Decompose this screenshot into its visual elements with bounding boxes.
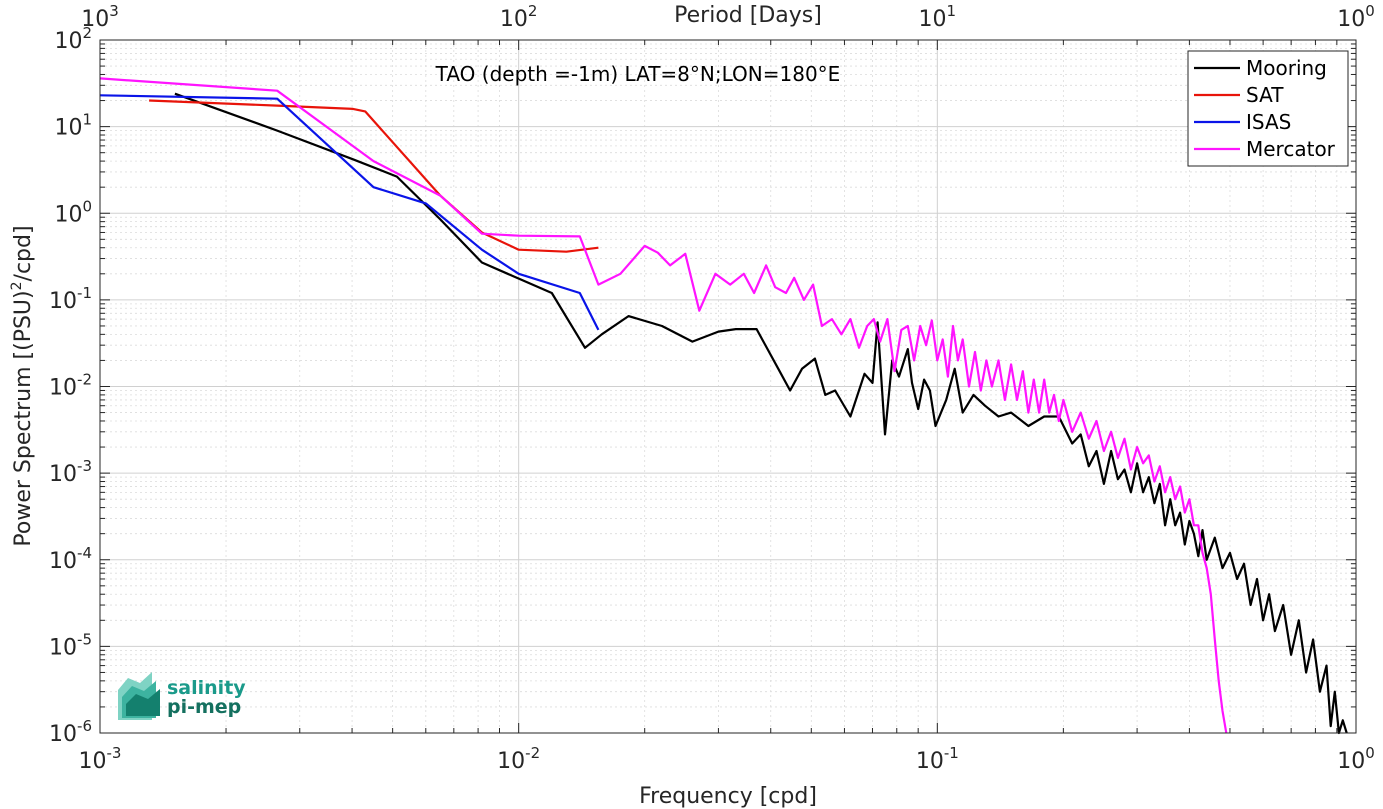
minor-grid: [100, 40, 1356, 733]
x-axis-label: Frequency [cpd]: [639, 784, 817, 809]
y-tick-label-exp: -4: [77, 544, 92, 562]
series-line-mercator: [99, 77, 1228, 734]
x-tick-label: 10-1: [916, 744, 959, 774]
y-tick-label: 10-4: [49, 544, 92, 574]
top-tick-label-base: 10: [1337, 7, 1365, 32]
logo-text-pi-mep: pi-mep: [167, 696, 241, 718]
legend-box: [1187, 50, 1349, 167]
x-tick-label-exp: -1: [944, 744, 959, 762]
y-tick-label-base: 10: [49, 549, 77, 574]
legend: Mooring SAT ISAS Mercator: [1187, 50, 1349, 167]
x-tick-labels: 10-3 10-2 10-1 100: [79, 744, 1375, 774]
y-tick-label-base: 10: [49, 635, 77, 660]
y-tick-label: 102: [54, 24, 92, 54]
top-tick-label: 102: [500, 2, 538, 32]
y-tick-label-exp: -1: [77, 284, 92, 302]
y-axis-label: Power Spectrum [(PSU)2/cpd]: [9, 225, 36, 546]
y-tick-label-base: 10: [49, 722, 77, 747]
y-tick-label-exp: -6: [77, 717, 92, 735]
x-tick-label: 10-2: [497, 744, 540, 774]
y-axis-label-tail: /cpd]: [11, 225, 36, 281]
x-tick-label-exp: 0: [1365, 744, 1375, 762]
top-tick-label: 101: [919, 2, 957, 32]
y-tick-label-base: 10: [54, 29, 82, 54]
y-tick-label-exp: 2: [82, 24, 92, 42]
top-tick-label-exp: 2: [528, 2, 538, 20]
top-tick-label-base: 10: [500, 7, 528, 32]
y-tick-label-base: 10: [49, 289, 77, 314]
x-tick-label-exp: -2: [525, 744, 540, 762]
y-tick-label-exp: -5: [77, 630, 92, 648]
y-tick-label: 10-2: [49, 371, 92, 401]
y-tick-label: 10-5: [49, 630, 92, 660]
y-axis-label-main: Power Spectrum [(PSU): [11, 290, 36, 546]
top-tick-label-exp: 1: [947, 2, 957, 20]
legend-label-sat: SAT: [1246, 83, 1284, 107]
y-tick-label: 10-6: [49, 717, 92, 747]
legend-label-mooring: Mooring: [1246, 56, 1327, 80]
chart-title: TAO (depth =-1m) LAT=8°N;LON=180°E: [435, 62, 841, 86]
y-axis-label-sup: 2: [9, 281, 25, 290]
wave-logo-icon: [118, 672, 160, 720]
y-tick-label-exp: 0: [82, 197, 92, 215]
legend-label-isas: ISAS: [1246, 110, 1291, 134]
y-tick-label-base: 10: [49, 462, 77, 487]
series-line-isas: [99, 94, 600, 331]
salinity-pi-mep-logo: salinity pi-mep: [118, 672, 246, 720]
y-tick-label: 10-1: [49, 284, 92, 314]
y-tick-label-base: 10: [49, 376, 77, 401]
top-tick-labels: 103 102 101 100: [81, 2, 1375, 32]
top-tick-label-exp: 0: [1365, 2, 1375, 20]
x-tick-label-base: 10: [916, 749, 944, 774]
series-line-mooring: [174, 92, 1348, 735]
top-axis-label: Period [Days]: [674, 3, 822, 28]
y-tick-label-exp: -3: [77, 457, 92, 475]
x-tick-label: 100: [1337, 744, 1375, 774]
top-tick-label-base: 10: [919, 7, 947, 32]
logo-text-salinity: salinity: [167, 677, 246, 699]
top-tick-label-exp: 3: [109, 2, 119, 20]
legend-label-mercator: Mercator: [1246, 137, 1336, 161]
top-tick-label: 100: [1337, 2, 1375, 32]
x-tick-label-base: 10: [79, 749, 107, 774]
y-tick-label: 101: [54, 111, 92, 141]
top-tick-label-base: 10: [81, 7, 109, 32]
y-tick-label: 10-3: [49, 457, 92, 487]
y-tick-label: 100: [54, 197, 92, 227]
x-tick-label-exp: -3: [107, 744, 122, 762]
series-layer: [99, 77, 1348, 735]
top-tick-label: 103: [81, 2, 119, 32]
y-tick-label-base: 10: [54, 116, 82, 141]
x-tick-label-base: 10: [497, 749, 525, 774]
y-tick-label-exp: 1: [82, 111, 92, 129]
y-tick-label-base: 10: [54, 202, 82, 227]
x-tick-label-base: 10: [1337, 749, 1365, 774]
tick-marks: [99, 39, 1357, 734]
x-tick-label: 10-3: [79, 744, 122, 774]
y-tick-label-exp: -2: [77, 371, 92, 389]
